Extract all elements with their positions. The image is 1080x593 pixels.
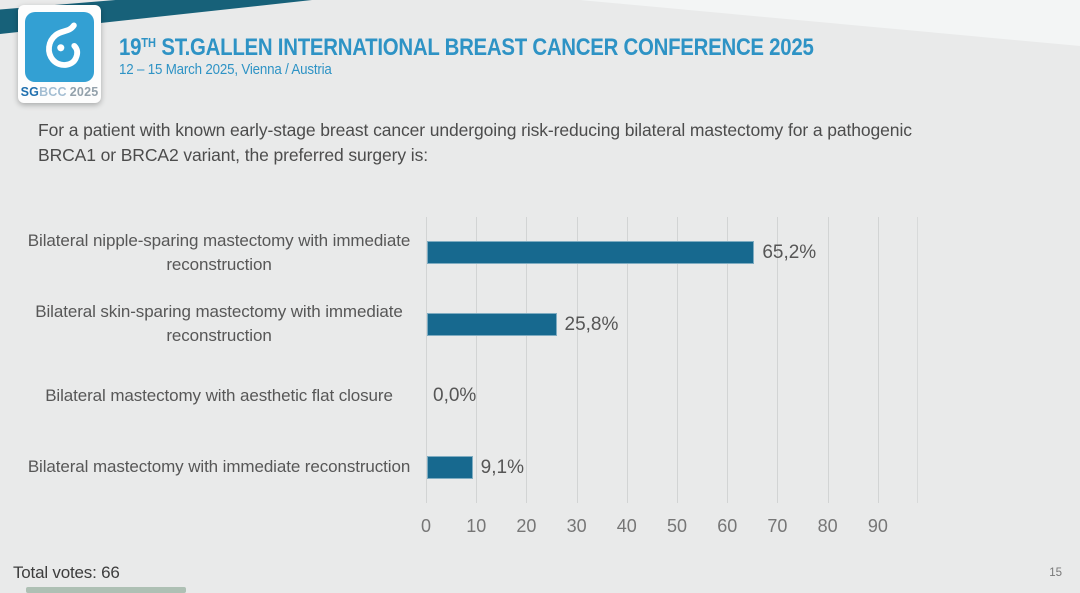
conference-title: 19TH ST.GALLEN INTERNATIONAL BREAST CANC…	[119, 30, 814, 61]
gridline	[827, 217, 829, 503]
axis-tick-label: 50	[667, 516, 688, 536]
gridline	[476, 217, 478, 503]
axis-tick-label: 0	[420, 516, 432, 536]
axis-tick-label: 60	[717, 516, 738, 536]
gridline	[576, 217, 578, 503]
bar	[427, 312, 557, 336]
bar	[427, 455, 473, 479]
bar-chart: Bilateral nipple-sparing mastectomy with…	[0, 217, 1080, 503]
gridline	[626, 217, 628, 503]
conference-date-location: 12 – 15 March 2025, Vienna / Austria	[119, 62, 332, 78]
value-label: 25,8%	[564, 313, 619, 335]
logo-year-text: 2025	[69, 85, 99, 99]
category-label: Bilateral nipple-sparing mastectomy with…	[27, 230, 411, 274]
gridline	[526, 217, 528, 503]
total-votes-label: Total votes: 66	[13, 563, 120, 582]
axis-tick-label: 40	[616, 516, 637, 536]
x-axis: 0 10 20 30 40 50 60 70 80 90	[421, 515, 918, 539]
axis-tick-label: 10	[466, 516, 487, 536]
gridline	[777, 217, 779, 503]
axis-tick-label: 90	[867, 516, 888, 536]
poll-question: For a patient with known early-stage bre…	[38, 120, 912, 165]
gridline	[877, 217, 879, 503]
highlight-underline-decor	[26, 587, 186, 593]
category-label: Bilateral skin-sparing mastectomy with i…	[35, 302, 403, 346]
gridline	[677, 217, 679, 503]
logo-wordmark: SGBCC 2025	[21, 85, 99, 99]
plot-area: 65,2% 25,8% 0,0% 9,1%	[426, 217, 918, 503]
gridline	[426, 217, 427, 503]
sgbcc-breast-logo-icon	[25, 12, 94, 82]
axis-tick-label: 80	[817, 516, 838, 536]
page-number: 15	[1049, 567, 1062, 579]
conference-logo: SGBCC 2025	[18, 5, 101, 103]
category-labels-column: Bilateral nipple-sparing mastectomy with…	[22, 217, 416, 503]
title-rest: ST.GALLEN INTERNATIONAL BREAST CANCER CO…	[155, 34, 814, 61]
category-label: Bilateral mastectomy with immediate reco…	[27, 457, 411, 477]
axis-tick-label: 70	[767, 516, 788, 536]
value-label: 9,1%	[480, 456, 524, 478]
plot-right-edge	[917, 217, 918, 503]
breast-glyph-icon	[45, 22, 80, 68]
value-label: 65,2%	[762, 242, 817, 264]
title-superscript: TH	[141, 35, 156, 50]
title-number: 19	[119, 34, 142, 61]
value-label: 0,0%	[433, 385, 477, 407]
category-label: Bilateral mastectomy with aesthetic flat…	[45, 385, 393, 405]
bar	[427, 241, 755, 265]
gridline	[727, 217, 729, 503]
axis-tick-label: 30	[566, 516, 587, 536]
logo-sg-text: SG	[20, 85, 40, 99]
logo-bcc-text: BCC	[39, 85, 67, 99]
axis-tick-label: 20	[516, 516, 537, 536]
